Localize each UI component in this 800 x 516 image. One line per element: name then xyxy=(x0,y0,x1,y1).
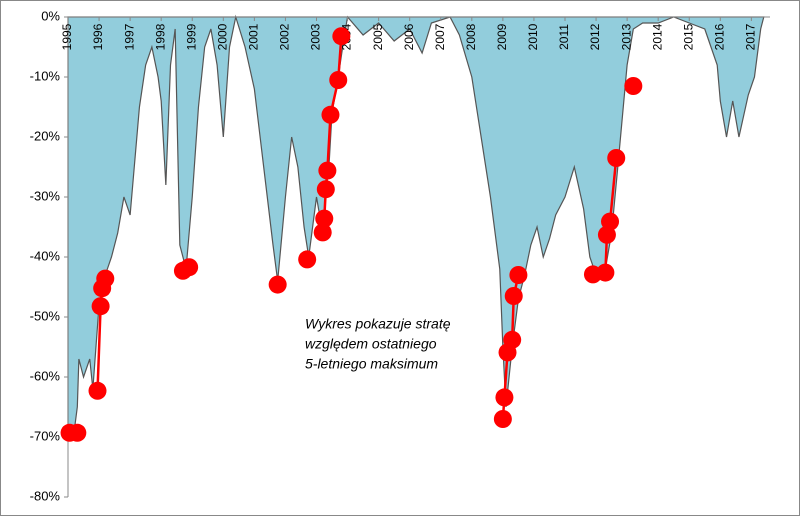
x-tick-label: 2016 xyxy=(712,23,726,50)
marker xyxy=(318,161,337,180)
marker xyxy=(313,223,332,242)
x-tick-label: 2003 xyxy=(309,23,323,50)
marker xyxy=(607,149,626,167)
x-tick-label: 2011 xyxy=(557,24,571,50)
y-tick-label: -30% xyxy=(30,188,61,203)
marker xyxy=(96,269,115,288)
x-tick-label: 2013 xyxy=(619,23,633,50)
x-tick-label: 1997 xyxy=(122,23,136,50)
marker xyxy=(504,287,523,305)
x-tick-label: 1999 xyxy=(184,23,198,50)
y-tick-label: 0% xyxy=(41,8,60,23)
y-tick-label: -70% xyxy=(30,428,61,443)
x-tick-label: 1998 xyxy=(153,23,167,50)
marker xyxy=(180,258,199,277)
marker xyxy=(268,275,287,294)
marker xyxy=(91,297,110,316)
x-tick-label: 2000 xyxy=(215,23,229,50)
x-tick-label: 2017 xyxy=(744,23,758,50)
x-tick-label: 2009 xyxy=(495,23,509,50)
y-tick-label: -20% xyxy=(30,128,61,143)
y-tick-label: -10% xyxy=(30,68,61,83)
y-tick-label: -80% xyxy=(30,488,61,503)
annotation: Wykres pokazuje stratę xyxy=(305,316,451,332)
marker xyxy=(493,410,512,428)
annotation: względem ostatniego xyxy=(305,336,437,352)
marker xyxy=(316,180,335,199)
x-tick-label: 2010 xyxy=(526,23,540,50)
marker xyxy=(321,105,340,124)
area xyxy=(67,14,765,432)
marker xyxy=(596,263,615,282)
x-tick-label: 2007 xyxy=(433,23,447,50)
marker xyxy=(624,77,643,95)
y-tick-label: -40% xyxy=(30,248,61,263)
x-tick-label: 2008 xyxy=(464,23,478,50)
annotation: 5-letniego maksimum xyxy=(305,356,438,372)
marker xyxy=(332,27,351,46)
y-tick-label: -60% xyxy=(30,368,61,383)
x-tick-label: 2002 xyxy=(278,23,292,50)
x-tick-label: 2012 xyxy=(588,23,602,50)
marker xyxy=(298,250,317,269)
marker xyxy=(601,212,620,231)
marker xyxy=(68,423,87,442)
marker xyxy=(315,209,334,228)
marker xyxy=(503,330,522,349)
x-tick-label: 1995 xyxy=(60,23,74,50)
x-tick-label: 2006 xyxy=(402,23,416,50)
marker xyxy=(509,266,528,284)
x-tick-label: 1996 xyxy=(91,23,105,50)
y-tick-label: -50% xyxy=(30,308,61,323)
marker xyxy=(495,388,514,407)
x-tick-label: 2015 xyxy=(681,23,695,50)
marker xyxy=(329,71,348,89)
x-tick-label: 2001 xyxy=(247,23,261,50)
marker xyxy=(88,381,107,400)
x-tick-label: 2005 xyxy=(371,23,385,50)
x-tick-label: 2014 xyxy=(650,23,664,50)
